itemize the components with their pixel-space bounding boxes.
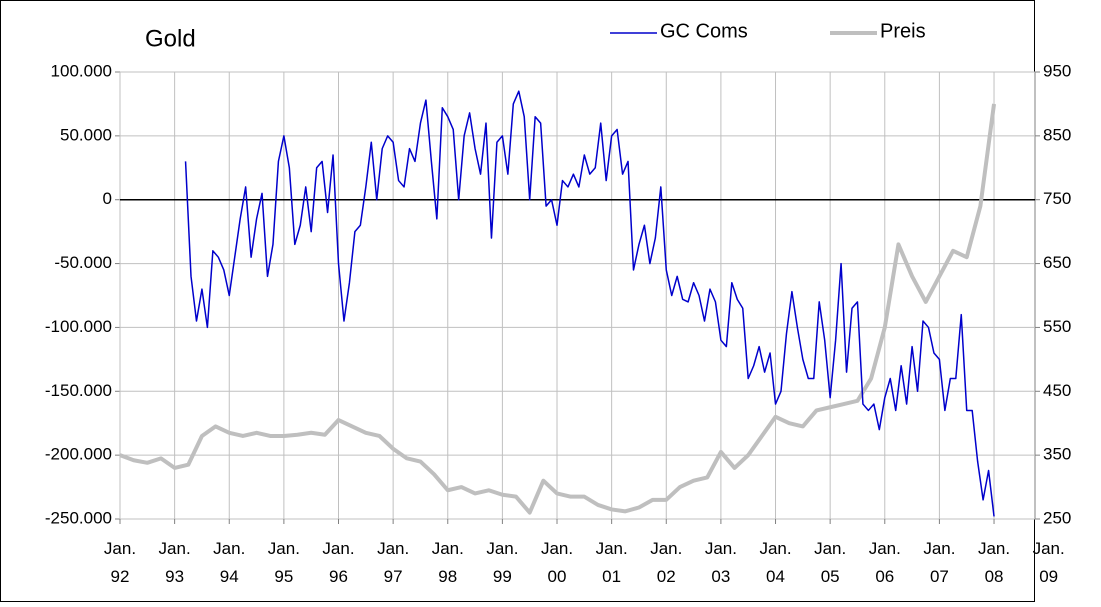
x-tick-label: Jan. 02 (650, 539, 682, 586)
x-tick-label: Jan. 96 (322, 539, 354, 586)
x-tick-label: Jan. 01 (596, 539, 628, 586)
y2-tick-label: 750 (1043, 189, 1071, 208)
series-line (184, 90, 995, 517)
legend-label: GC Coms (660, 20, 748, 42)
y-tick-label: -150.000 (45, 381, 112, 400)
y-tick-label: -50.000 (54, 253, 112, 272)
chart-title: Gold (145, 25, 196, 52)
y-tick-label: -250.000 (45, 508, 112, 527)
y-tick-label: -200.000 (45, 445, 112, 464)
x-tick-label: Jan. 07 (923, 539, 955, 586)
y2-tick-label: 950 (1043, 61, 1071, 80)
series-line (119, 103, 997, 515)
legend: GC Coms Preis (610, 20, 926, 42)
x-tick-label: Jan. 03 (705, 539, 737, 586)
x-tick-label: Jan. 08 (978, 539, 1010, 586)
y2-tick-label: 650 (1043, 253, 1071, 272)
x-tick-label: Jan. 05 (814, 539, 846, 586)
x-tick-label: Jan. 92 (104, 539, 136, 586)
y-tick-label: 50.000 (60, 125, 112, 144)
x-tick-label: Jan. 98 (432, 539, 464, 586)
y2-tick-label: 550 (1043, 317, 1071, 336)
y2-tick-label: 450 (1043, 381, 1071, 400)
y2-tick-label: 250 (1043, 508, 1071, 527)
legend-label: Preis (880, 20, 926, 42)
x-tick-label: Jan. 00 (541, 539, 573, 586)
x-tick-label: Jan. 06 (869, 539, 901, 586)
y2-tick-label: 350 (1043, 445, 1071, 464)
x-tick-label: Jan. 99 (486, 539, 518, 586)
y-tick-label: -100.000 (45, 317, 112, 336)
plot-area (119, 71, 1036, 520)
x-tick-label: Jan. 94 (213, 539, 245, 586)
x-tick-label: Jan. 95 (268, 539, 300, 586)
y2-tick-label: 850 (1043, 125, 1071, 144)
x-tick-label: Jan. 09 (1033, 539, 1065, 586)
x-tick-label: Jan. 97 (377, 539, 409, 586)
y-tick-label: 100.000 (51, 61, 112, 80)
x-tick-label: Jan. 04 (759, 539, 791, 586)
y-tick-label: 0 (103, 189, 112, 208)
x-tick-label: Jan. 93 (159, 539, 191, 586)
